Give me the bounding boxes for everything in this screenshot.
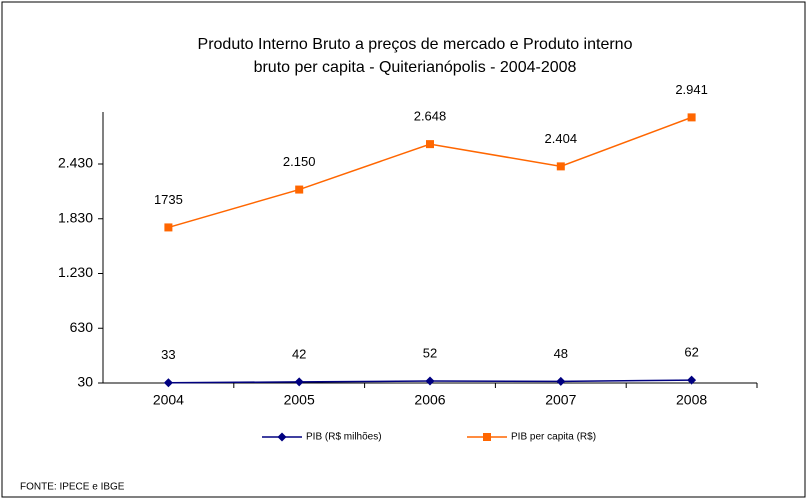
chart-title: Produto Interno Bruto a preços de mercad… [198, 36, 633, 53]
x-tick-label: 2008 [676, 392, 707, 408]
data-label: 42 [292, 346, 306, 361]
legend-label: PIB (R$ milhões) [306, 432, 382, 443]
data-point [425, 376, 435, 386]
data-point [295, 185, 304, 194]
x-tick-label: 2005 [284, 392, 315, 408]
source: FONTE: IPECE e IBGE [20, 482, 125, 493]
data-point [294, 377, 304, 387]
data-label: 52 [423, 345, 437, 360]
data-label: 2.150 [283, 154, 316, 169]
y-tick-label: 30 [77, 374, 93, 390]
legend-marker [483, 433, 491, 441]
legend-marker [277, 432, 287, 442]
data-point [687, 113, 696, 122]
data-point [687, 375, 697, 385]
y-tick-label: 1.230 [58, 264, 93, 280]
data-label: 2.404 [545, 131, 578, 146]
x-tick-label: 2006 [414, 392, 445, 408]
data-label: 2.648 [414, 109, 447, 124]
y-tick-label: 630 [70, 319, 94, 335]
data-point [164, 223, 173, 232]
data-label: 2.941 [675, 82, 708, 97]
data-point [426, 140, 434, 149]
x-tick-label: 2004 [153, 392, 184, 408]
data-label: 48 [554, 346, 568, 361]
data-point [163, 378, 173, 388]
x-tick-label: 2007 [545, 392, 576, 408]
data-label: 33 [161, 347, 175, 362]
chart-title: bruto per capita - Quiterianópolis - 200… [254, 59, 577, 76]
data-label: 62 [684, 345, 698, 360]
legend-label: PIB per capita (R$) [511, 432, 596, 443]
data-label: 1735 [154, 192, 183, 207]
data-point [556, 376, 566, 386]
data-point [556, 162, 565, 171]
y-tick-label: 2.430 [58, 155, 93, 171]
y-tick-label: 1.830 [58, 209, 93, 225]
